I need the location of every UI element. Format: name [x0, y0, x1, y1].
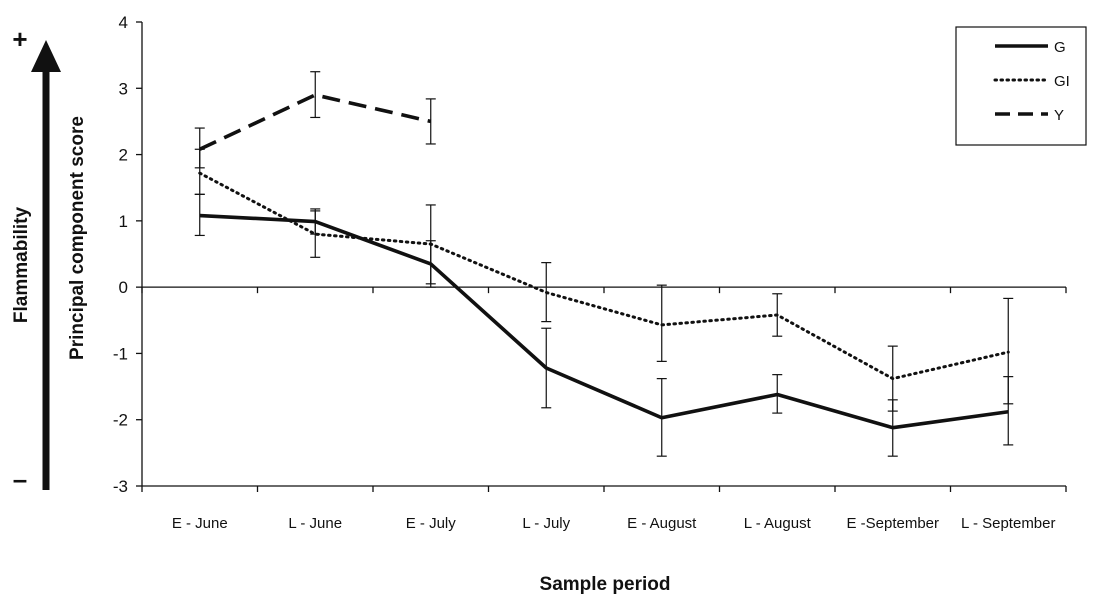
x-tick-label: L - July [522, 515, 570, 532]
x-tick-label: E - July [406, 515, 457, 532]
y-tick-label: 1 [119, 212, 128, 231]
x-tick-label: E - June [172, 515, 228, 532]
legend-label-y: Y [1054, 107, 1064, 124]
series-lines [198, 93, 1010, 430]
x-tick-label: L - June [288, 515, 342, 532]
arrow-minus-sign: – [13, 464, 27, 494]
series-line-g [199, 213, 1009, 430]
x-tick-label: E -September [846, 515, 939, 532]
y-tick-label: -3 [113, 477, 128, 496]
legend-label-g: G [1054, 39, 1066, 56]
x-tick-label: L - August [744, 515, 812, 532]
x-tick-label: L - September [961, 515, 1056, 532]
flammability-arrow [31, 40, 61, 490]
y-tick-label: -2 [113, 411, 128, 430]
legend: G GI Y [955, 26, 1087, 146]
y-tick-label: 3 [119, 79, 128, 98]
legend-label-gi: GI [1054, 73, 1070, 90]
y-tick-label: 0 [119, 278, 128, 297]
series-line-y [198, 93, 432, 151]
y-tick-label: 4 [119, 13, 128, 32]
x-tick-label: E - August [627, 515, 697, 532]
flammability-label: Flammability [11, 207, 32, 324]
y-tick-label: 2 [119, 146, 128, 165]
error-bars [194, 71, 1014, 457]
series-line-gi [198, 171, 1010, 381]
y-tick-label: -1 [113, 344, 128, 363]
arrow-plus-sign: + [12, 24, 27, 54]
axes: -3 -2 -1 0 1 2 3 4 E - June L - June E - July L - J… [113, 13, 1067, 532]
y-axis-title: Principal component score [67, 116, 88, 360]
x-axis-title: Sample period [540, 574, 671, 595]
